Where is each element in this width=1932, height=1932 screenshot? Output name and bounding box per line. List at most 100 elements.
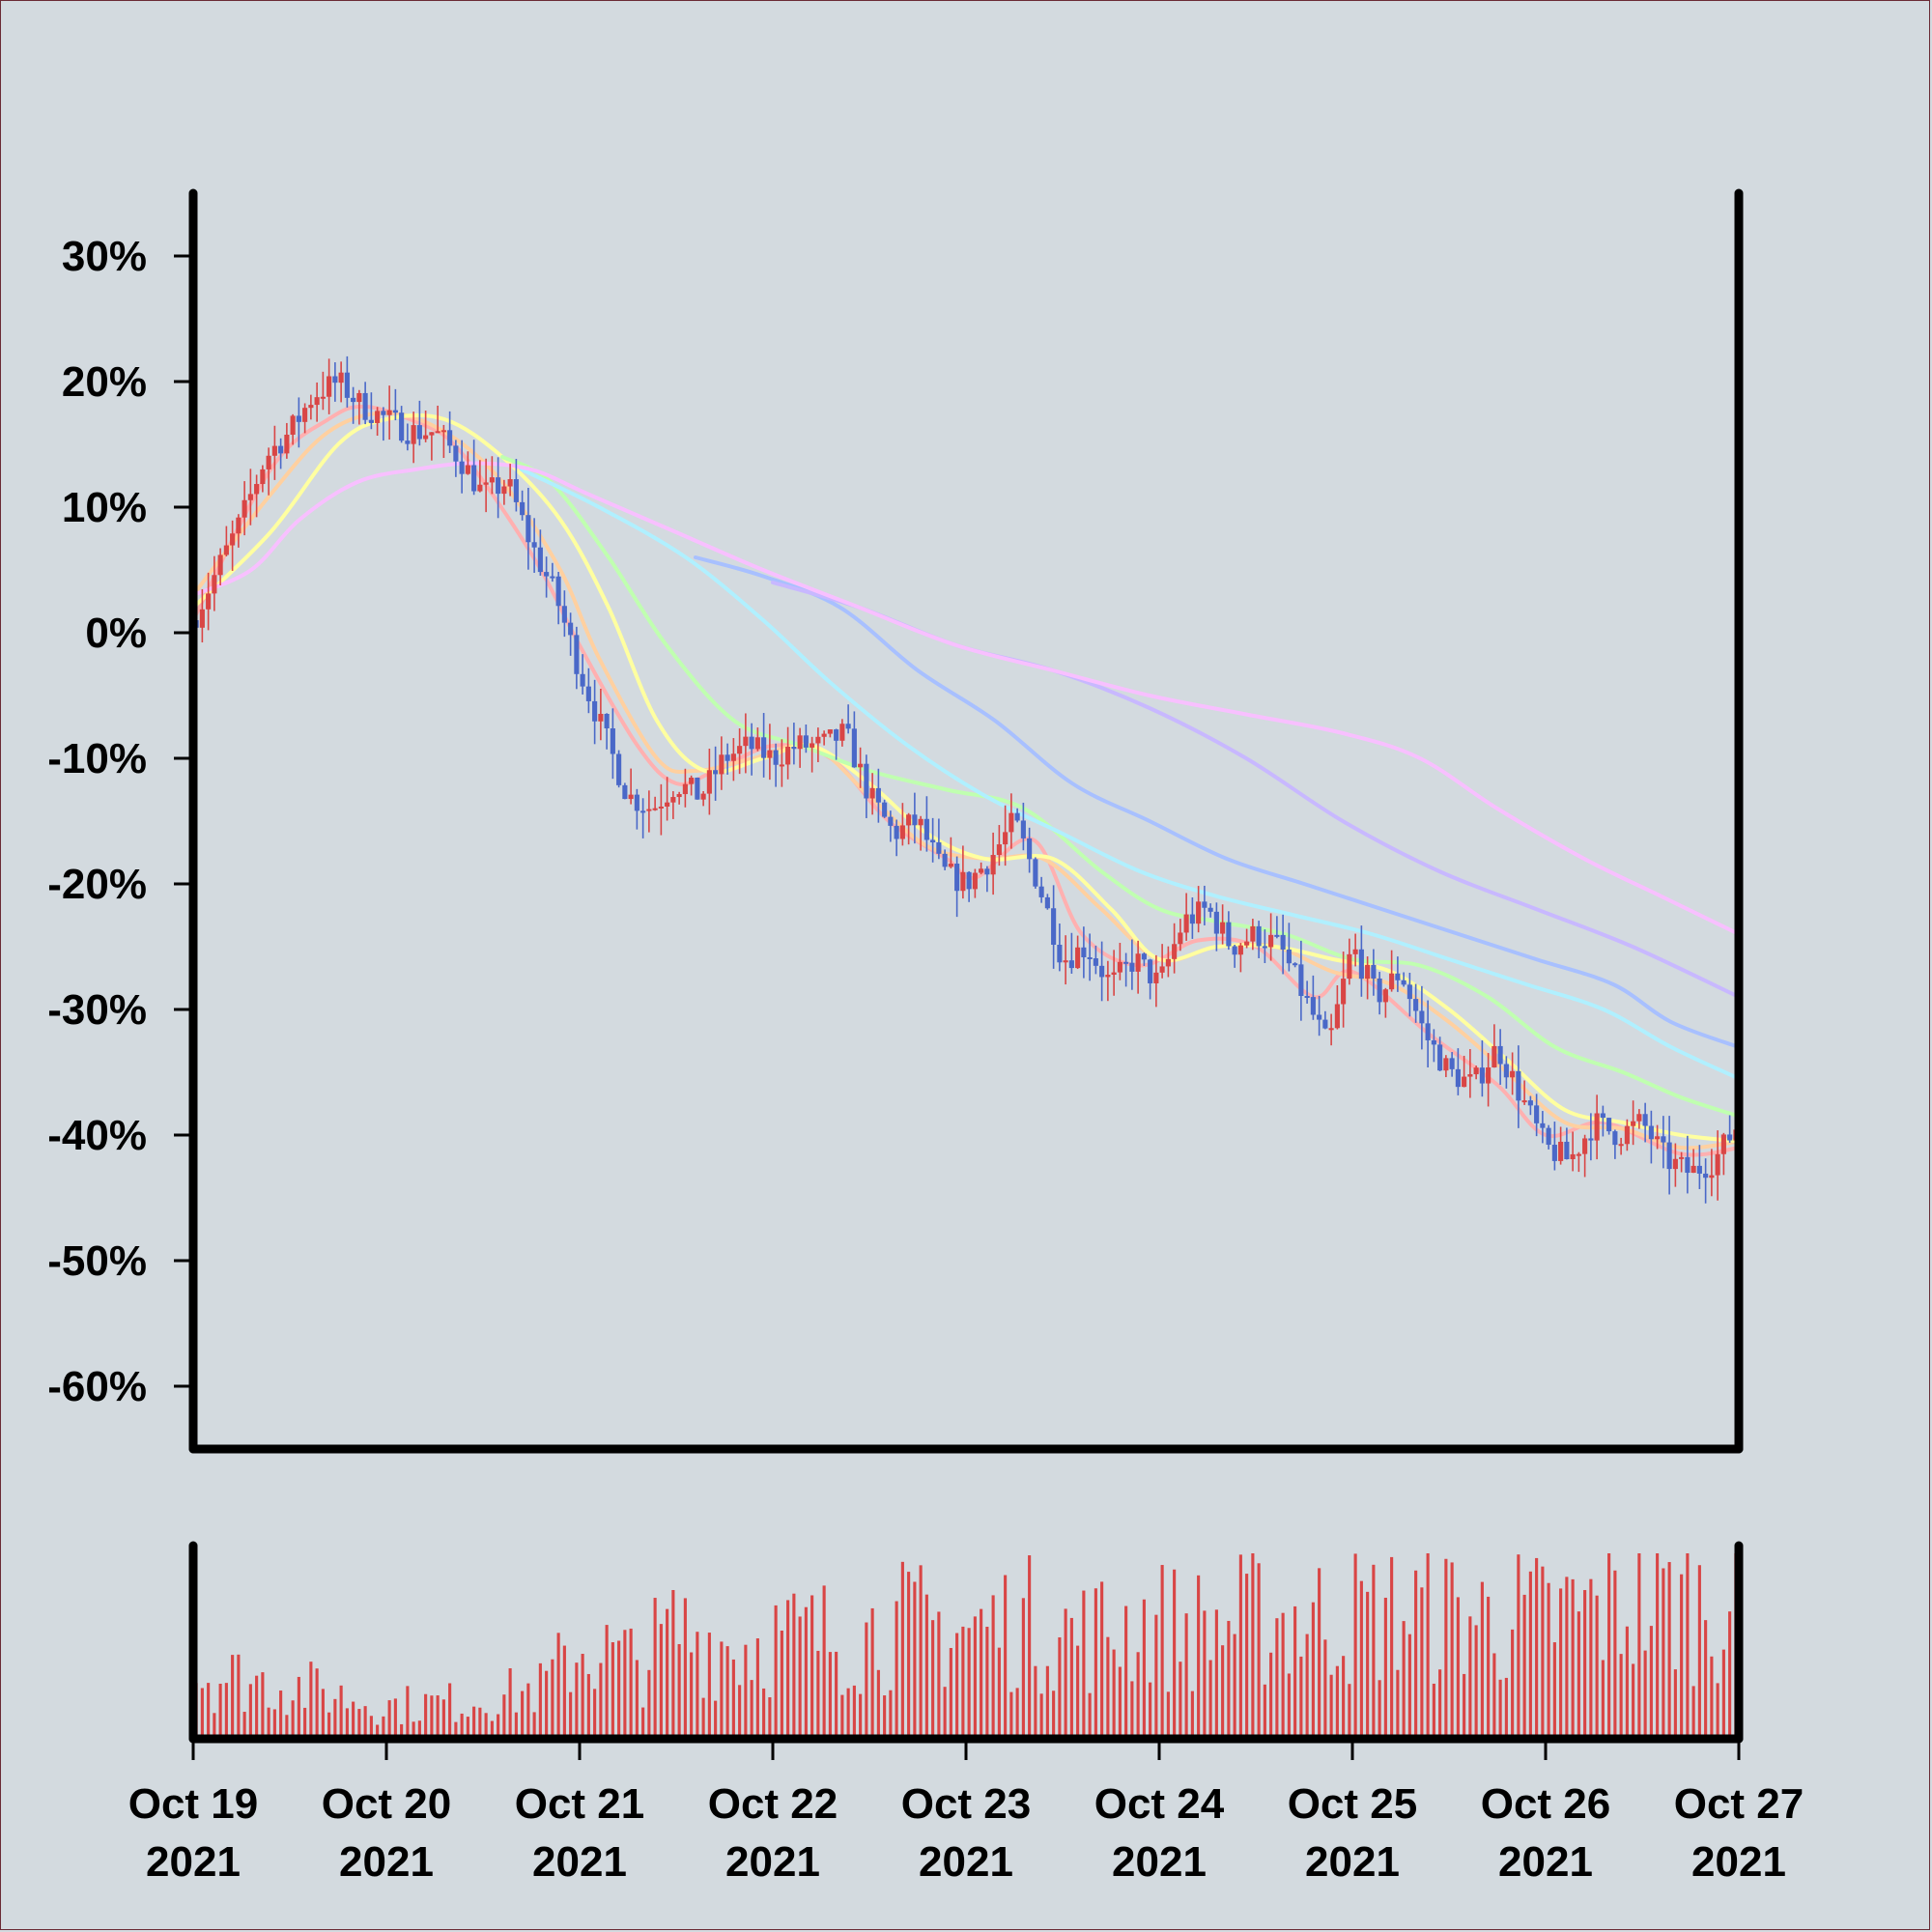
volume-bar [213,1713,216,1739]
volume-bar [1541,1566,1545,1739]
candle-body [984,868,990,875]
candle [689,775,695,796]
candle-body [405,440,411,444]
candle [236,514,242,548]
volume-bar [1366,1591,1370,1739]
candle [990,832,996,895]
y-tick-label: -60% [47,1363,147,1410]
candle [966,870,972,902]
candle [1720,1132,1726,1176]
volume-bar [1716,1683,1719,1739]
candle-body [1492,1045,1497,1068]
volume-bar [1522,1594,1526,1739]
candle-body [247,494,253,500]
x-tick-label-line2: 2021 [1112,1838,1207,1886]
candle-body [531,542,537,548]
volume-bar [575,1662,579,1739]
candle [1690,1149,1696,1174]
candle-body [368,419,374,423]
candle [332,362,338,402]
volume-bar [1474,1625,1478,1739]
candle [1516,1045,1521,1128]
volume-bar [1197,1575,1201,1739]
candle [979,862,984,875]
candle-body [1382,989,1388,1003]
candle [1111,950,1117,996]
volume-bar [671,1590,675,1739]
candle [1594,1094,1600,1160]
candle-body [1189,914,1195,924]
volume-bar [1009,1691,1013,1739]
candle-body [1334,1004,1340,1029]
candle-body [713,770,719,775]
candle-body [724,754,730,761]
candle [423,411,429,442]
volume-bar [545,1670,549,1739]
candle-body [1437,1044,1443,1071]
candle [1129,939,1135,990]
candle-body [1715,1153,1720,1176]
volume-bar [1166,1691,1170,1739]
candle-body [743,736,749,747]
candle-body [1033,859,1038,887]
candle-body [423,435,429,440]
candle-body [610,728,615,754]
x-tick-label-line1: Oct 20 [322,1780,452,1828]
volume-bar [1607,1553,1611,1739]
candle [658,783,664,836]
candle [1027,827,1033,873]
candle [217,548,223,585]
candle [1534,1094,1540,1137]
volume-bar [1444,1558,1448,1739]
candle [471,440,477,496]
candle-body [1503,1064,1509,1078]
candle [1425,1000,1431,1068]
candle [875,768,881,823]
candle [1014,808,1020,823]
volume-bar [919,1565,923,1739]
candle [1063,935,1068,985]
x-tick-label-line1: Oct 27 [1674,1780,1804,1828]
candle [199,588,205,643]
volume-bar [207,1683,211,1739]
volume-bar [1552,1642,1556,1739]
candle-body [1178,932,1183,945]
candle [1352,933,1358,967]
candle-body [1123,961,1129,964]
x-tick-label-line1: Oct 23 [901,1780,1032,1828]
volume-bar [1528,1571,1532,1739]
candle [320,371,326,411]
volume-bar [490,1720,494,1739]
volume-bar [267,1707,270,1739]
candle [266,447,271,496]
candle [440,424,446,459]
candle [1636,1109,1642,1129]
volume-bar [333,1698,337,1739]
candle [1648,1110,1654,1164]
candle-body [375,411,381,423]
candle [392,388,398,421]
candle [1473,1065,1479,1080]
volume-bar [895,1601,898,1739]
candle [1455,1048,1461,1095]
candle-body [1237,945,1243,955]
candle [278,438,284,469]
volume-bar [1015,1688,1019,1739]
volume-bar [1686,1553,1690,1739]
candle-body [1117,961,1122,973]
candle [1564,1127,1570,1160]
candle [206,572,212,631]
volume-bar [1311,1602,1315,1739]
volume-bar [1613,1570,1617,1739]
volume-bar [1632,1663,1635,1739]
candle [1334,985,1340,1030]
candle [1582,1134,1588,1178]
moving-average-line-1 [191,404,1741,1157]
candle-body [966,871,972,890]
moving-average-line-4 [500,455,1741,1119]
volume-bar [1420,1587,1424,1739]
candle-body [1208,907,1213,912]
candle [1044,894,1050,910]
candle-body [1703,1173,1709,1179]
volume-bar [303,1707,307,1739]
